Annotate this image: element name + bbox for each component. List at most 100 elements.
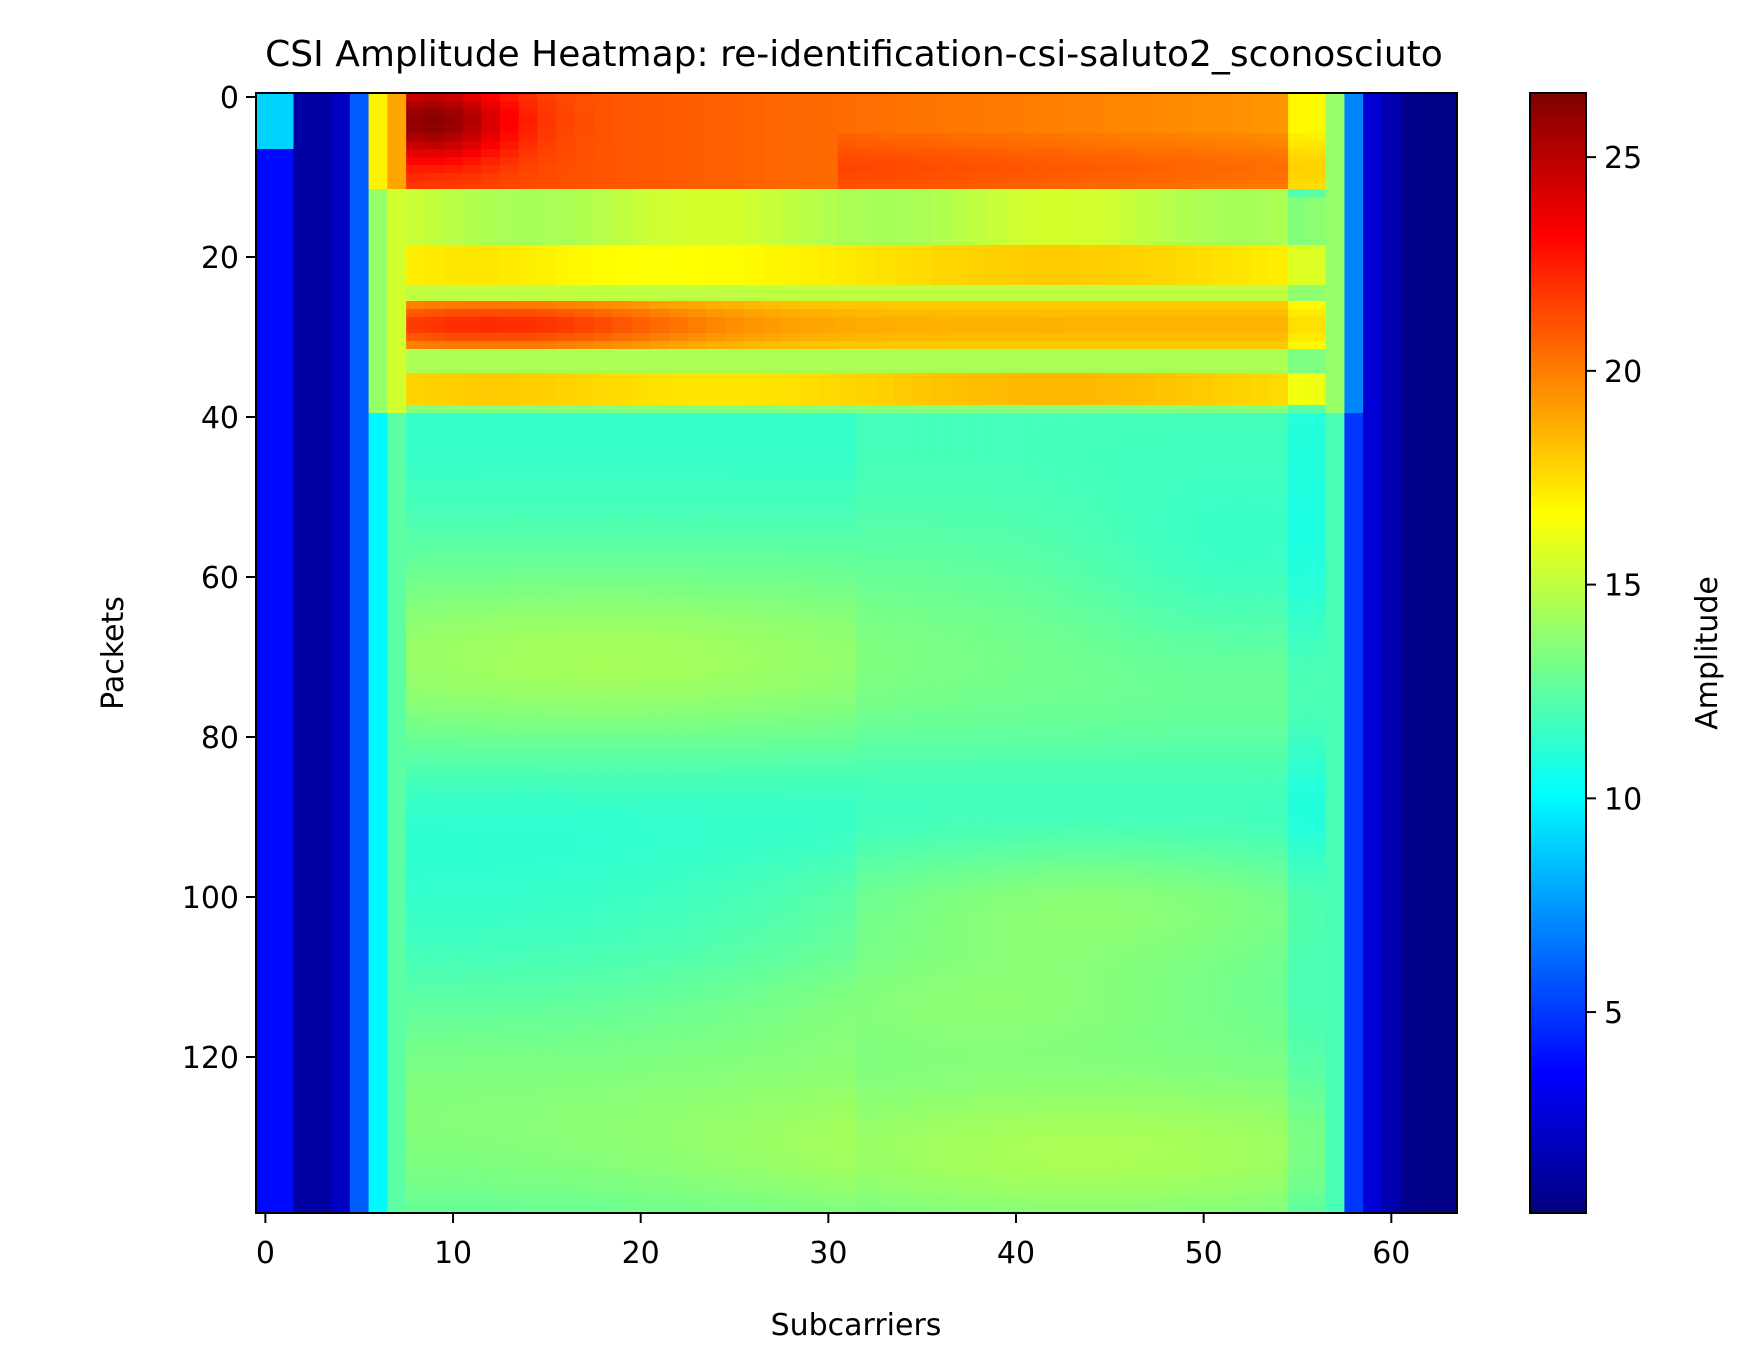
heatmap-cell — [556, 221, 576, 230]
heatmap-cell — [1231, 645, 1252, 654]
heatmap-cell — [462, 157, 482, 166]
heatmap-cell — [1288, 621, 1308, 630]
heatmap-cell — [856, 661, 876, 670]
heatmap-cell — [368, 485, 388, 494]
heatmap-cell — [312, 253, 332, 262]
heatmap-cell — [593, 237, 614, 246]
heatmap-cell — [462, 189, 482, 198]
heatmap-cell — [1363, 597, 1383, 606]
heatmap-cell — [1344, 245, 1364, 254]
heatmap-cell — [1137, 293, 1158, 302]
heatmap-cell — [1250, 669, 1270, 678]
heatmap-cell — [706, 173, 726, 182]
heatmap-cell — [1400, 445, 1421, 454]
heatmap-cell — [612, 309, 632, 318]
heatmap-cell — [1381, 157, 1402, 166]
heatmap-cell — [462, 229, 482, 238]
heatmap-cell — [856, 413, 876, 422]
heatmap-cell — [1175, 133, 1195, 142]
heatmap-cell — [424, 365, 445, 374]
heatmap-cell — [387, 541, 407, 550]
heatmap-cell — [818, 117, 839, 126]
heatmap-cell — [575, 429, 595, 438]
heatmap-cell — [969, 325, 989, 334]
heatmap-cell — [424, 373, 445, 382]
heatmap-cell — [1250, 333, 1270, 342]
heatmap-cell — [1288, 165, 1308, 174]
heatmap-cell — [443, 493, 464, 502]
heatmap-cell — [331, 629, 351, 638]
heatmap-cell — [894, 357, 914, 366]
heatmap-cell — [1025, 309, 1045, 318]
heatmap-cell — [274, 373, 295, 382]
heatmap-cell — [1119, 597, 1139, 606]
heatmap-cell — [1025, 253, 1045, 262]
heatmap-cell — [556, 301, 576, 310]
heatmap-cell — [1419, 373, 1439, 382]
heatmap-cell — [612, 453, 632, 462]
heatmap-cell — [1288, 93, 1308, 102]
heatmap-cell — [1175, 325, 1195, 334]
heatmap-cell — [256, 157, 276, 166]
heatmap-cell — [1175, 525, 1195, 534]
heatmap-cell — [1344, 421, 1364, 430]
heatmap-cell — [368, 157, 388, 166]
heatmap-cell — [293, 341, 313, 350]
heatmap-cell — [312, 525, 332, 534]
heatmap-cell — [969, 301, 989, 310]
heatmap-cell — [1175, 661, 1195, 670]
heatmap-cell — [1250, 197, 1270, 206]
heatmap-cell — [387, 373, 407, 382]
heatmap-cell — [575, 293, 595, 302]
heatmap-cell — [499, 101, 520, 110]
heatmap-cell — [875, 469, 895, 478]
heatmap-cell — [1325, 317, 1346, 326]
heatmap-cell — [725, 525, 745, 534]
heatmap-cell — [1006, 301, 1026, 310]
heatmap-cell — [1006, 549, 1026, 558]
heatmap-cell — [499, 213, 520, 222]
heatmap-cell — [556, 349, 576, 358]
heatmap-cell — [894, 421, 914, 430]
heatmap-cell — [406, 341, 426, 350]
heatmap-cell — [668, 493, 689, 502]
heatmap-cell — [593, 573, 614, 582]
heatmap-cell — [274, 205, 295, 214]
heatmap-cell — [1438, 421, 1458, 430]
heatmap-cell — [349, 125, 370, 134]
heatmap-cell — [1044, 541, 1064, 550]
heatmap-cell — [1363, 365, 1383, 374]
heatmap-cell — [1213, 245, 1233, 254]
heatmap-cell — [818, 661, 839, 670]
heatmap-cell — [593, 597, 614, 606]
heatmap-cell — [293, 445, 313, 454]
heatmap-cell — [575, 613, 595, 622]
heatmap-cell — [650, 221, 670, 230]
heatmap-cell — [349, 269, 370, 278]
heatmap-cell — [781, 677, 801, 686]
heatmap-cell — [462, 653, 482, 662]
heatmap-cell — [1194, 181, 1214, 190]
heatmap-cell — [1438, 213, 1458, 222]
heatmap-cell — [1381, 325, 1402, 334]
heatmap-cell — [331, 589, 351, 598]
heatmap-cell — [312, 397, 332, 406]
heatmap-cell — [1400, 173, 1421, 182]
heatmap-cell — [1194, 157, 1214, 166]
heatmap-cell — [725, 245, 745, 254]
heatmap-cell — [1100, 309, 1120, 318]
heatmap-cell — [1044, 621, 1064, 630]
heatmap-cell — [1250, 117, 1270, 126]
heatmap-cell — [387, 333, 407, 342]
heatmap-cell — [1062, 581, 1083, 590]
heatmap-cell — [762, 125, 783, 134]
heatmap-cell — [256, 181, 276, 190]
heatmap-cell — [349, 693, 370, 702]
heatmap-cell — [1438, 309, 1458, 318]
heatmap-cell — [312, 381, 332, 390]
heatmap-cell — [349, 421, 370, 430]
heatmap-cell — [424, 349, 445, 358]
heatmap-cell — [1381, 501, 1402, 510]
heatmap-cell — [1288, 317, 1308, 326]
heatmap-cell — [1269, 125, 1289, 134]
